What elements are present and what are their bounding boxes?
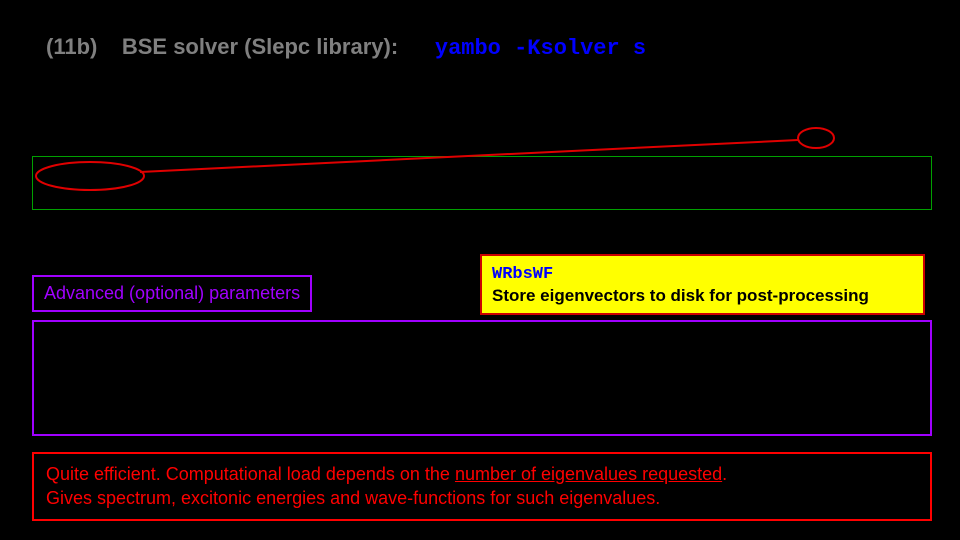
- title-number: (11b): [46, 34, 97, 59]
- efficiency-line1-a: Quite efficient. Computational load depe…: [46, 464, 455, 484]
- advanced-params-label: Advanced (optional) parameters: [32, 275, 312, 312]
- wrbswf-keyword: WRbsWF: [492, 265, 553, 284]
- parameters-block-outline: [32, 320, 932, 436]
- annotation-ellipse-right: [798, 128, 834, 148]
- code-block-outline: [32, 156, 932, 210]
- title-command: yambo -Ksolver s: [435, 36, 646, 61]
- efficiency-line2: Gives spectrum, excitonic energies and w…: [46, 488, 660, 508]
- efficiency-underlined: number of eigenvalues requested: [455, 464, 722, 484]
- efficiency-note: Quite efficient. Computational load depe…: [32, 452, 932, 521]
- title-label: BSE solver (Slepc library):: [122, 34, 398, 59]
- slide-title: (11b) BSE solver (Slepc library): yambo …: [46, 34, 646, 61]
- efficiency-line1-b: .: [722, 464, 727, 484]
- wrbswf-callout: WRbsWF Store eigenvectors to disk for po…: [480, 254, 925, 315]
- wrbswf-description: Store eigenvectors to disk for post-proc…: [492, 286, 869, 305]
